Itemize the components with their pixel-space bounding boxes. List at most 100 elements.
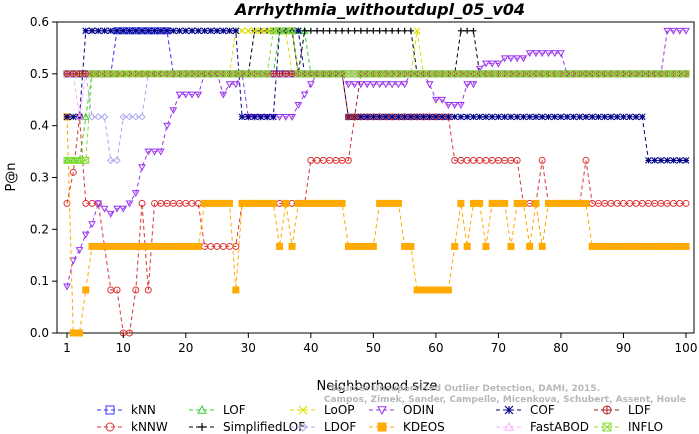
data-point — [332, 199, 340, 207]
data-point — [300, 91, 309, 99]
data-point — [638, 113, 646, 121]
data-point — [463, 242, 471, 250]
data-point — [676, 242, 684, 250]
data-point — [144, 148, 153, 156]
data-point — [226, 70, 234, 78]
data-point — [682, 157, 690, 164]
data-point — [445, 113, 452, 121]
data-point — [257, 113, 265, 121]
legend-item-inflo: INFLO — [594, 420, 663, 434]
data-point — [113, 205, 121, 213]
data-point — [469, 199, 477, 207]
data-point — [357, 242, 365, 250]
data-point — [119, 27, 127, 35]
data-point — [501, 199, 509, 207]
x-axis: 1 10 20 30 40 50 60 70 80 90 100 — [63, 333, 697, 355]
legend-marker — [198, 423, 206, 431]
data-point — [595, 113, 602, 121]
data-point — [682, 199, 690, 207]
data-point — [507, 113, 515, 121]
data-point — [257, 27, 265, 35]
series-kdeos — [63, 113, 690, 337]
data-point — [176, 242, 184, 250]
data-point — [126, 329, 134, 337]
data-point — [663, 242, 671, 250]
data-point — [357, 113, 365, 121]
data-point — [326, 199, 334, 207]
data-point — [69, 168, 77, 176]
legend-item-knn: kNN — [97, 403, 156, 417]
data-point — [138, 27, 146, 35]
data-point — [288, 70, 296, 78]
data-point — [188, 27, 196, 35]
data-point — [69, 113, 77, 121]
data-point — [544, 50, 553, 58]
data-point — [451, 242, 459, 250]
plot-frame — [56, 21, 695, 334]
data-point — [569, 199, 577, 207]
data-point — [488, 199, 496, 207]
data-point — [676, 157, 684, 164]
legend-label: INFLO — [628, 420, 663, 434]
data-point — [563, 199, 571, 207]
data-point — [306, 81, 315, 89]
data-point — [526, 242, 534, 250]
data-point — [344, 156, 352, 164]
data-point — [645, 157, 652, 164]
data-point — [394, 199, 402, 207]
data-point — [207, 27, 215, 35]
data-point — [113, 286, 121, 294]
data-point — [682, 242, 690, 250]
data-point — [426, 113, 434, 121]
series-knn — [63, 27, 690, 78]
data-point — [400, 81, 409, 89]
data-point — [463, 113, 471, 121]
data-point — [345, 27, 352, 34]
data-point — [82, 70, 90, 78]
data-point — [451, 113, 459, 121]
data-point — [663, 27, 672, 35]
data-point — [131, 190, 140, 198]
data-point — [532, 199, 540, 207]
legend-marker — [105, 422, 115, 432]
data-point — [613, 242, 621, 250]
data-point — [520, 113, 527, 121]
legend-label: COF — [530, 403, 555, 417]
data-point — [601, 242, 609, 250]
data-point — [557, 113, 565, 121]
data-point — [132, 113, 140, 121]
series-fastabod — [63, 69, 690, 120]
data-point — [576, 113, 584, 121]
data-point — [251, 27, 259, 35]
data-point — [76, 70, 84, 78]
data-point — [232, 27, 240, 35]
data-point — [294, 199, 302, 207]
data-point — [482, 60, 490, 68]
data-point — [263, 199, 271, 207]
legend-item-ldof: LDOF — [290, 420, 356, 434]
data-point — [626, 113, 634, 121]
watermark-line-1: Source: Unsupervised Outlier Detection, … — [330, 384, 600, 394]
data-point — [419, 286, 427, 294]
data-point — [313, 199, 321, 207]
data-point — [551, 113, 559, 121]
data-point — [63, 113, 71, 121]
data-point — [238, 199, 246, 207]
data-point — [138, 199, 146, 207]
data-point — [375, 81, 384, 89]
data-point — [369, 242, 377, 250]
data-point — [601, 113, 609, 121]
series-cof — [63, 27, 690, 164]
data-point — [276, 242, 284, 250]
x-tick-label: 100 — [675, 341, 698, 355]
y-tick-label: 0.5 — [30, 67, 49, 81]
data-point — [532, 113, 540, 121]
data-point — [207, 199, 215, 207]
x-tick-label: 40 — [303, 341, 318, 355]
data-point — [370, 27, 377, 34]
legend: kNN kNNW LOF SimplifiedLOF LoOP LDOF ODIN KDEOS… — [97, 403, 663, 434]
y-tick-label: 0.0 — [30, 326, 49, 340]
data-point — [119, 205, 128, 213]
data-point — [476, 199, 484, 207]
data-point — [495, 113, 502, 121]
